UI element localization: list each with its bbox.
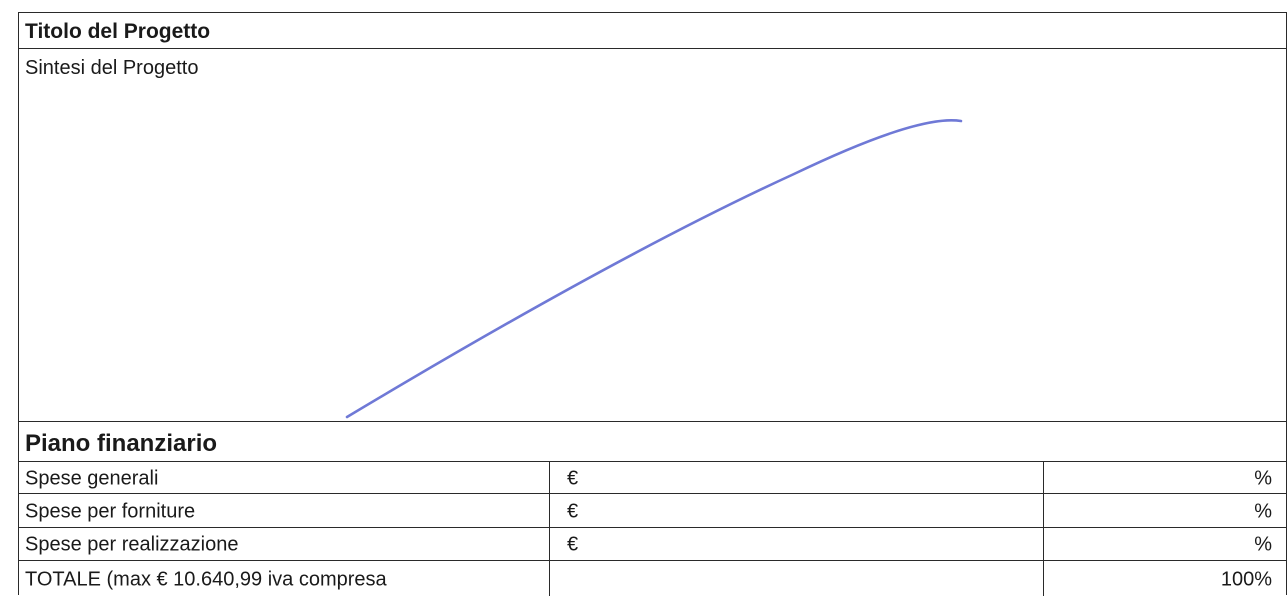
finance-row-general: Spese generali € % [19, 462, 1286, 494]
percent-field[interactable]: % [1044, 462, 1286, 493]
project-title-label: Titolo del Progetto [25, 20, 211, 43]
total-percent-field[interactable]: 100% [1044, 561, 1286, 596]
row-label-cell: Spese generali [19, 462, 550, 493]
row-label: Spese generali [25, 467, 159, 490]
percent-symbol: % [1254, 467, 1272, 490]
percent-field[interactable]: % [1044, 494, 1286, 527]
percent-field[interactable]: % [1044, 528, 1286, 560]
percent-symbol: % [1254, 500, 1272, 523]
total-percent: 100% [1220, 568, 1272, 591]
amount-field[interactable]: € [550, 528, 1044, 560]
pen-strike-line [345, 119, 963, 419]
currency-symbol: € [567, 500, 579, 523]
finance-row-realization: Spese per realizzazione € % [19, 528, 1286, 561]
row-label: Spese per realizzazione [25, 533, 239, 556]
percent-symbol: % [1254, 533, 1272, 556]
project-summary-row: Sintesi del Progetto [19, 49, 1286, 422]
project-form: Titolo del Progetto Sintesi del Progetto… [18, 12, 1287, 596]
finance-row-total: TOTALE (max € 10.640,99 iva compresa 100… [19, 561, 1286, 596]
row-label-cell: TOTALE (max € 10.640,99 iva compresa [19, 561, 550, 596]
amount-field[interactable]: € [550, 462, 1044, 493]
finance-row-supplies: Spese per forniture € % [19, 494, 1286, 528]
amount-field[interactable]: € [550, 494, 1044, 527]
currency-symbol: € [567, 467, 579, 490]
row-label-cell: Spese per forniture [19, 494, 550, 527]
row-label: Spese per forniture [25, 500, 196, 523]
total-amount-field[interactable] [550, 561, 1044, 596]
currency-symbol: € [567, 533, 579, 556]
project-title-row: Titolo del Progetto [19, 13, 1286, 49]
project-summary-label: Sintesi del Progetto [25, 57, 199, 79]
finance-heading: Piano finanziario [25, 430, 218, 457]
row-label-cell: Spese per realizzazione [19, 528, 550, 560]
total-label: TOTALE (max € 10.640,99 iva compresa [25, 568, 387, 591]
finance-heading-row: Piano finanziario [19, 422, 1286, 462]
